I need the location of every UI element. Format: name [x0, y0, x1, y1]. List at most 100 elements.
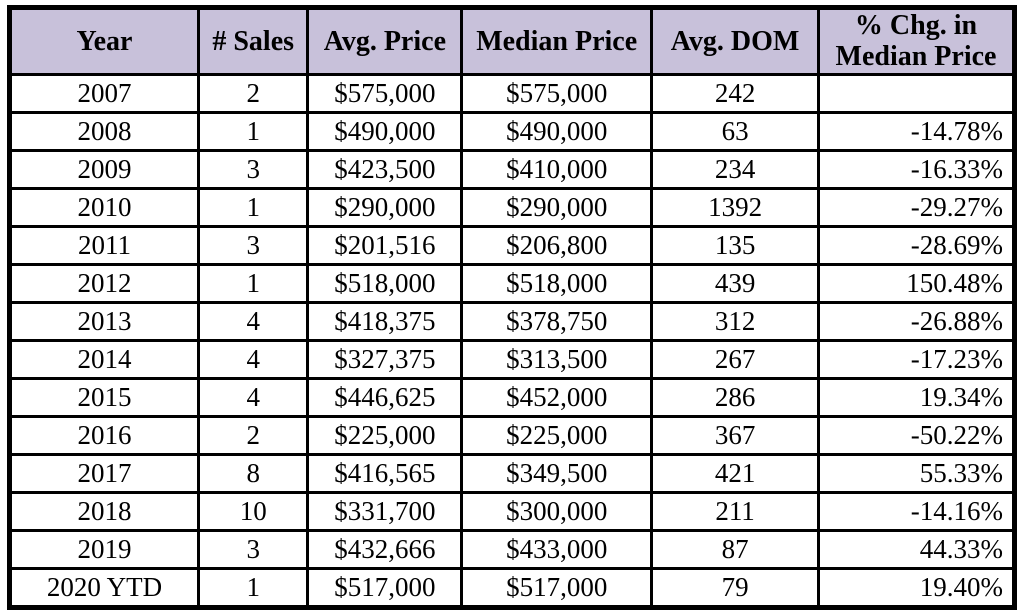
column-header: # Sales	[196, 6, 310, 76]
column-header: Avg. Price	[306, 6, 464, 76]
table-cell: 3	[196, 148, 310, 190]
table-cell: $517,000	[306, 566, 464, 610]
table-cell: 19.34%	[816, 376, 1017, 418]
year-cell: 2011	[8, 224, 200, 266]
table-row: 2017 8 $416,565 $349,500 421 55.33%	[8, 452, 1017, 494]
table-row: 2010 1 $290,000 $290,000 1392 -29.27%	[8, 186, 1017, 228]
table-cell: $432,666	[306, 528, 464, 570]
table-cell: 1392	[650, 186, 820, 228]
table-cell: $206,800	[460, 224, 654, 266]
year-cell: 2020 YTD	[8, 566, 200, 610]
table-cell: $378,750	[460, 300, 654, 342]
table-cell: $518,000	[460, 262, 654, 304]
table-cell: -14.16%	[816, 490, 1017, 532]
table-cell: 1	[196, 110, 310, 152]
table-cell: 439	[650, 262, 820, 304]
table-cell: 87	[650, 528, 820, 570]
table-cell: -29.27%	[816, 186, 1017, 228]
table-row: 2014 4 $327,375 $313,500 267 -17.23%	[8, 338, 1017, 380]
table-cell: $290,000	[306, 186, 464, 228]
year-cell: 2009	[8, 148, 200, 190]
table-cell: 1	[196, 566, 310, 610]
table-cell: -17.23%	[816, 338, 1017, 380]
table-row: 2016 2 $225,000 $225,000 367 -50.22%	[8, 414, 1017, 456]
year-cell: 2010	[8, 186, 200, 228]
table-cell: $300,000	[460, 490, 654, 532]
table-cell: $575,000	[460, 72, 654, 114]
table-cell: 4	[196, 338, 310, 380]
table-row: 2012 1 $518,000 $518,000 439 150.48%	[8, 262, 1017, 304]
year-cell: 2018	[8, 490, 200, 532]
table-cell: 312	[650, 300, 820, 342]
table-cell: $331,700	[306, 490, 464, 532]
table-row: 2013 4 $418,375 $378,750 312 -26.88%	[8, 300, 1017, 342]
table-cell: 135	[650, 224, 820, 266]
table-cell: $446,625	[306, 376, 464, 418]
table-cell: -16.33%	[816, 148, 1017, 190]
table-cell: 234	[650, 148, 820, 190]
table-cell	[816, 72, 1017, 114]
table-cell: 3	[196, 528, 310, 570]
table-cell: 2	[196, 414, 310, 456]
table-cell: $290,000	[460, 186, 654, 228]
table-cell: 3	[196, 224, 310, 266]
header-row: Year # Sales Avg. Price Median Price Avg. DO…	[8, 6, 1017, 76]
table-cell: 10	[196, 490, 310, 532]
table-row: 2015 4 $446,625 $452,000 286 19.34%	[8, 376, 1017, 418]
table-cell: 242	[650, 72, 820, 114]
table-cell: 421	[650, 452, 820, 494]
table-cell: 4	[196, 300, 310, 342]
year-cell: 2007	[8, 72, 200, 114]
table-cell: $423,500	[306, 148, 464, 190]
year-cell: 2016	[8, 414, 200, 456]
table-cell: $490,000	[460, 110, 654, 152]
table-cell: $416,565	[306, 452, 464, 494]
table-row: 2007 2 $575,000 $575,000 242	[8, 72, 1017, 114]
table-cell: $225,000	[306, 414, 464, 456]
table-cell: 8	[196, 452, 310, 494]
table-cell: $433,000	[460, 528, 654, 570]
table-row: 2020 YTD 1 $517,000 $517,000 79 19.40%	[8, 566, 1017, 610]
table-cell: $575,000	[306, 72, 464, 114]
table-cell: 44.33%	[816, 528, 1017, 570]
table-row: 2011 3 $201,516 $206,800 135 -28.69%	[8, 224, 1017, 266]
year-cell: 2008	[8, 110, 200, 152]
table-row: 2009 3 $423,500 $410,000 234 -16.33%	[8, 148, 1017, 190]
table-cell: 367	[650, 414, 820, 456]
column-header: % Chg. in Median Price	[816, 6, 1017, 76]
table-cell: $518,000	[306, 262, 464, 304]
table-cell: $225,000	[460, 414, 654, 456]
column-header: Avg. DOM	[650, 6, 820, 76]
table-row: 2019 3 $432,666 $433,000 87 44.33%	[8, 528, 1017, 570]
table-cell: $327,375	[306, 338, 464, 380]
table-cell: 211	[650, 490, 820, 532]
table-cell: $410,000	[460, 148, 654, 190]
table-cell: 79	[650, 566, 820, 610]
table-cell: 1	[196, 262, 310, 304]
table-cell: $349,500	[460, 452, 654, 494]
table-cell: 19.40%	[816, 566, 1017, 610]
table-cell: 1	[196, 186, 310, 228]
column-header: Year	[8, 6, 200, 76]
year-cell: 2014	[8, 338, 200, 380]
table-cell: $313,500	[460, 338, 654, 380]
table-cell: -28.69%	[816, 224, 1017, 266]
table-row: 2008 1 $490,000 $490,000 63 -14.78%	[8, 110, 1017, 152]
table-cell: $452,000	[460, 376, 654, 418]
table-cell: -14.78%	[816, 110, 1017, 152]
table-cell: -26.88%	[816, 300, 1017, 342]
table-cell: -50.22%	[816, 414, 1017, 456]
table-cell: $418,375	[306, 300, 464, 342]
year-cell: 2017	[8, 452, 200, 494]
annual-sales-stats-table: Year # Sales Avg. Price Median Price Avg. DO…	[7, 5, 1017, 610]
table-cell: 150.48%	[816, 262, 1017, 304]
table-cell: 4	[196, 376, 310, 418]
table-cell: 63	[650, 110, 820, 152]
table-cell: $201,516	[306, 224, 464, 266]
table-cell: 2	[196, 72, 310, 114]
table-cell: $490,000	[306, 110, 464, 152]
table-cell: 55.33%	[816, 452, 1017, 494]
year-cell: 2015	[8, 376, 200, 418]
year-cell: 2013	[8, 300, 200, 342]
